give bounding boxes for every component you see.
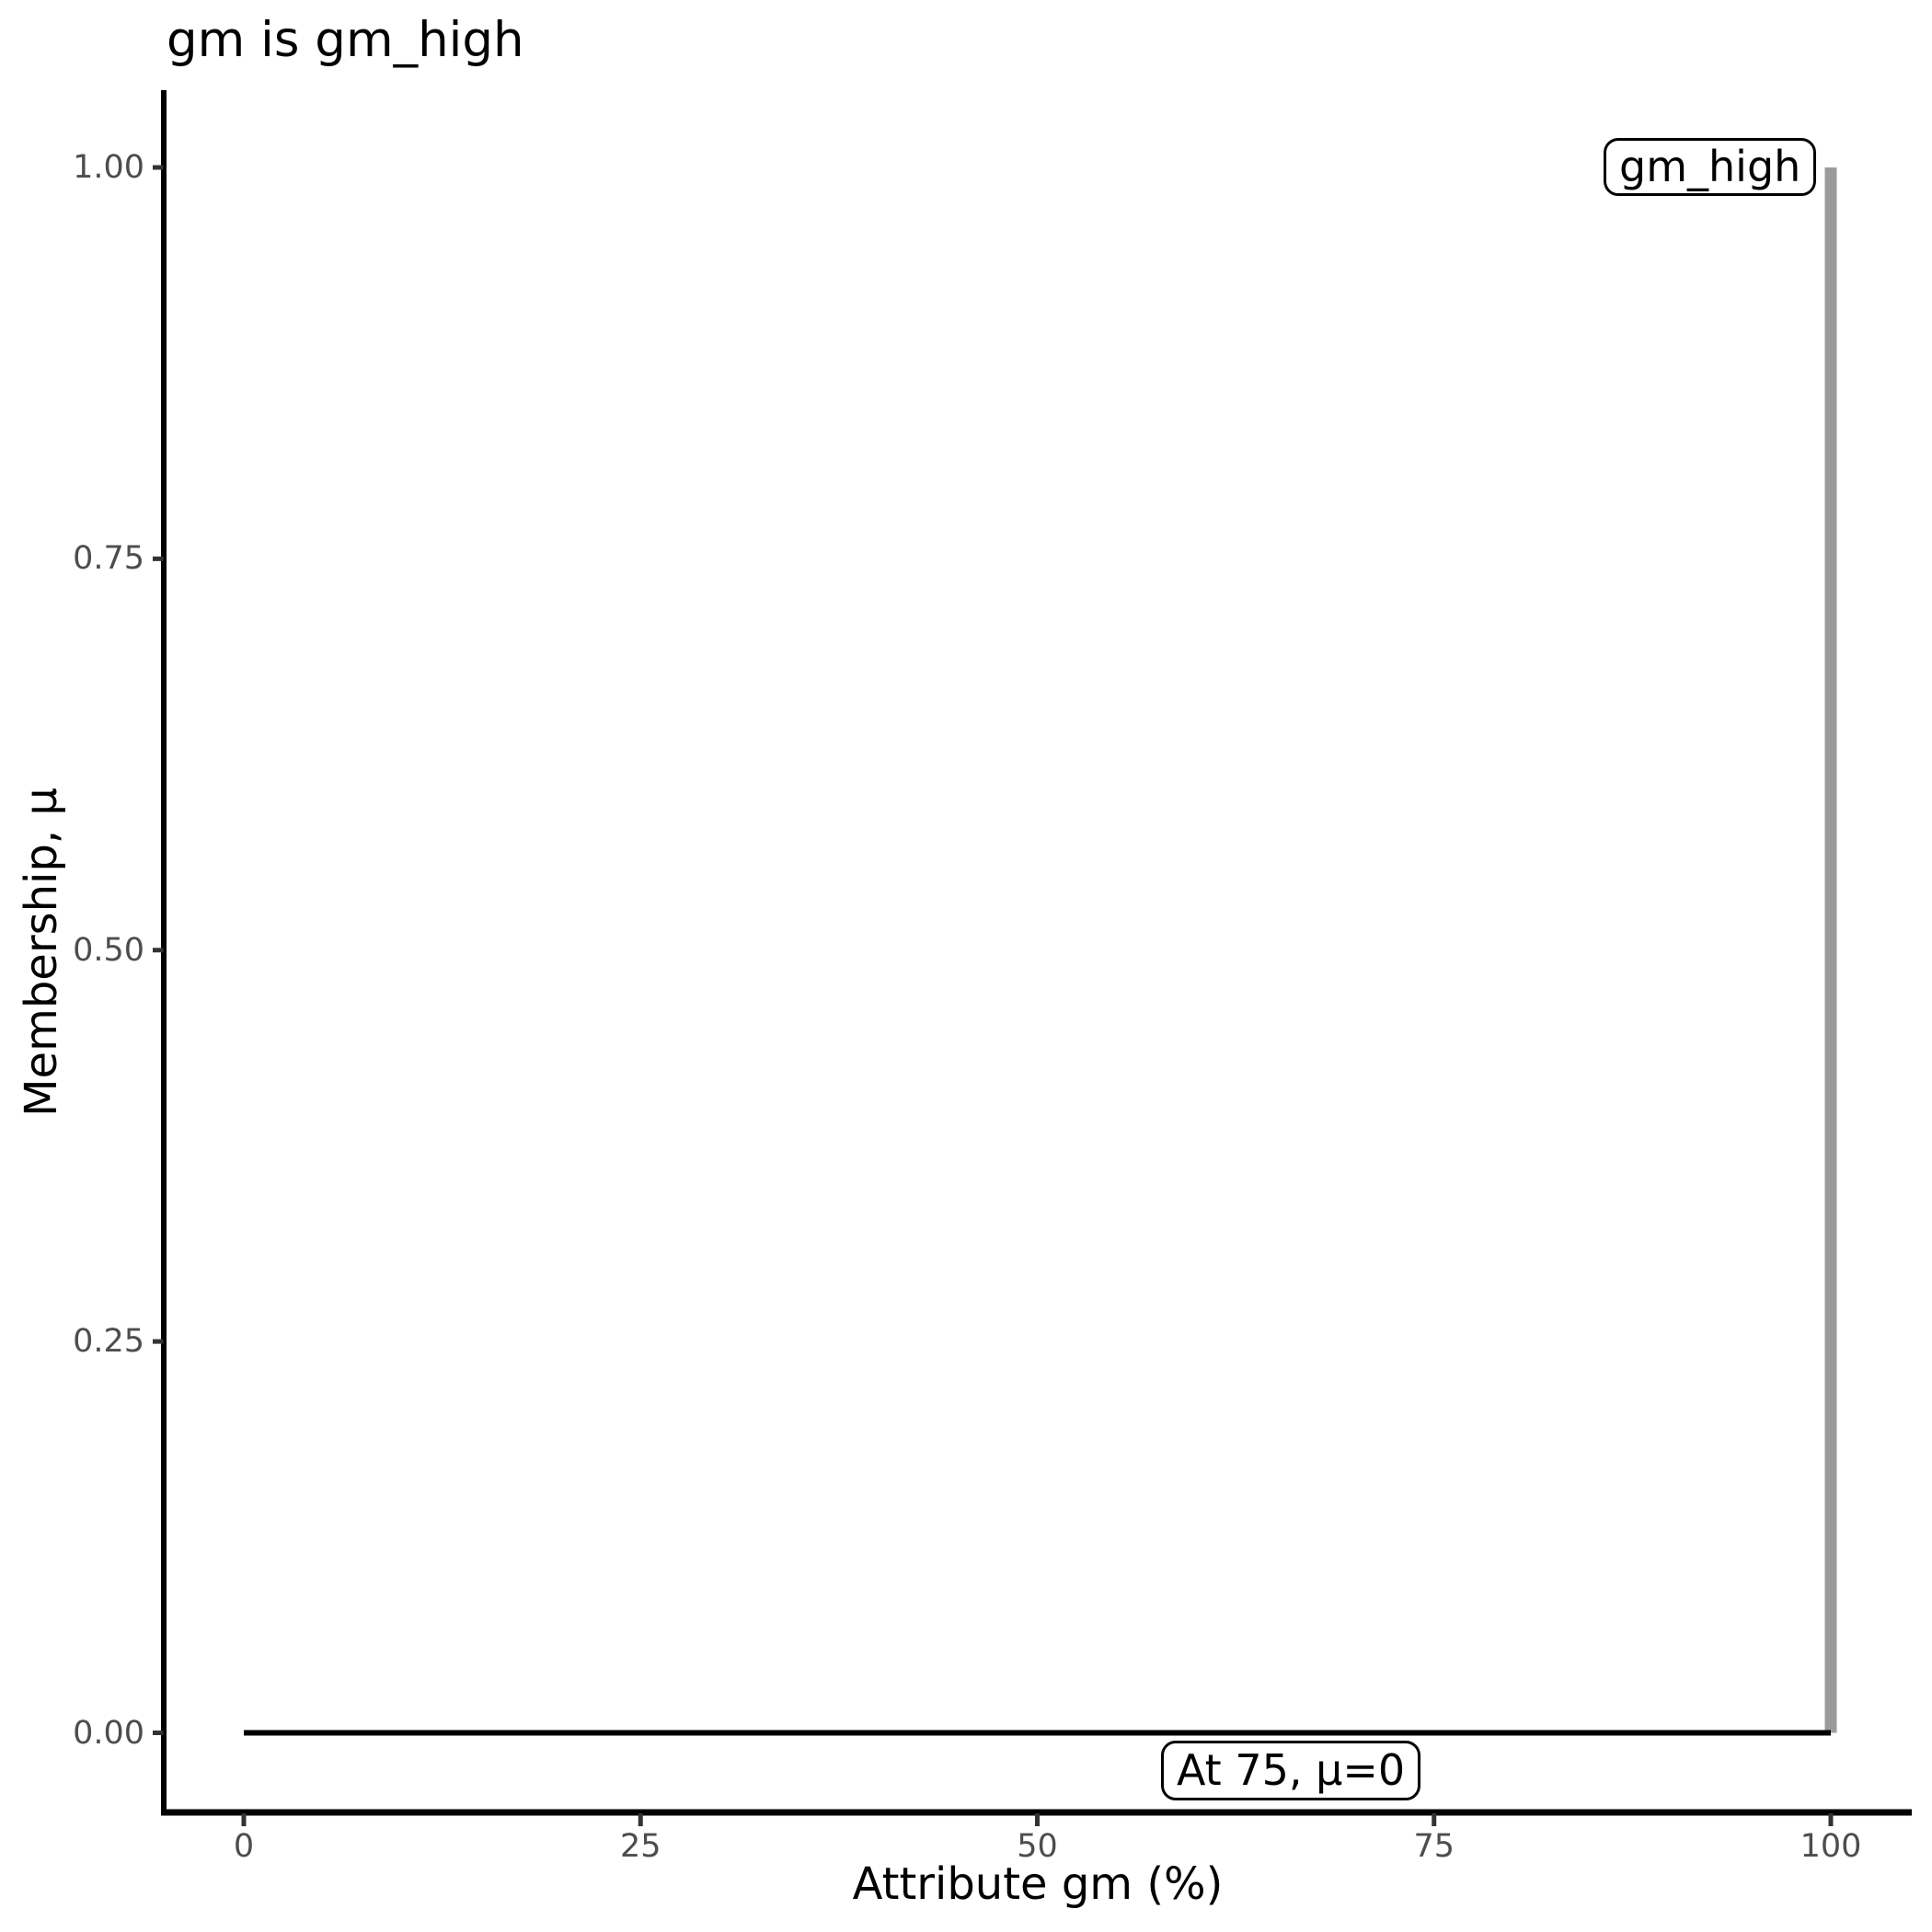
- y-axis-title: Membership, μ: [16, 788, 67, 1117]
- x-tick-label: 25: [619, 1828, 661, 1865]
- x-tick-label: 50: [1017, 1828, 1058, 1865]
- x-tick-label: 0: [233, 1828, 255, 1865]
- chart-title: gm is gm_high: [167, 12, 524, 68]
- x-tick-label: 75: [1413, 1828, 1455, 1865]
- y-tick-label: 1.00: [73, 149, 144, 186]
- set-label-gm-high: gm_high: [1604, 138, 1817, 196]
- y-tick-label: 0.50: [73, 931, 144, 969]
- annotation-at-75: At 75, μ=0: [1161, 1741, 1421, 1800]
- y-tick-label: 0.75: [73, 540, 144, 578]
- y-tick-label: 0.25: [73, 1323, 144, 1361]
- x-axis-title: Attribute gm (%): [852, 1858, 1224, 1910]
- x-tick-label: 100: [1800, 1828, 1862, 1865]
- y-tick-label: 0.00: [73, 1714, 144, 1752]
